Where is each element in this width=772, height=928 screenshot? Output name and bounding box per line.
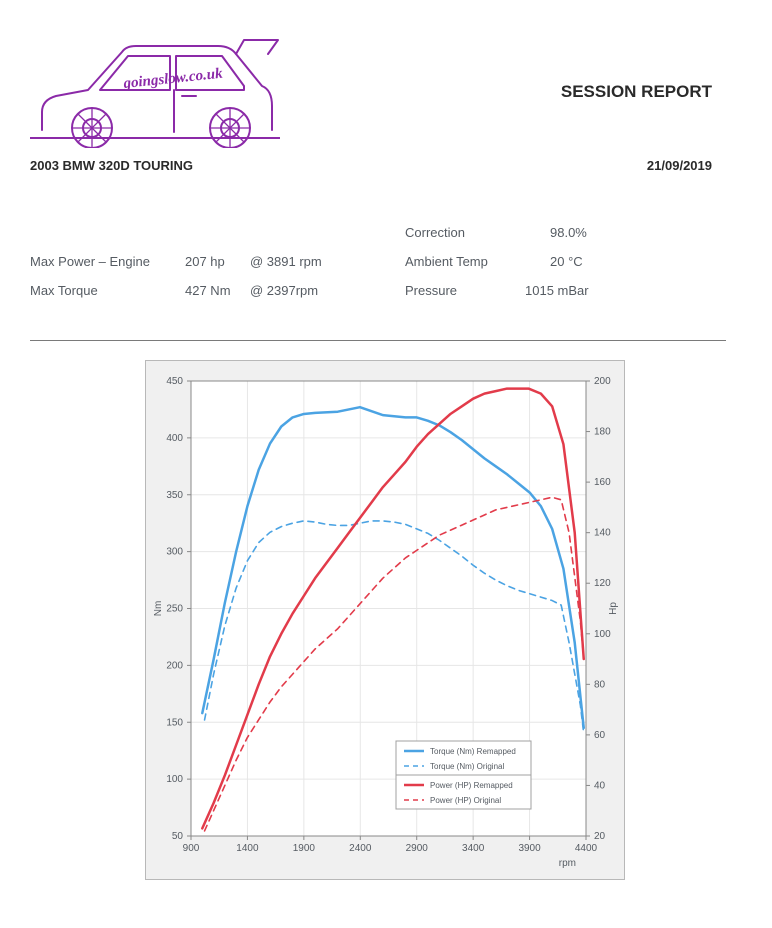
svg-text:350: 350: [166, 490, 183, 501]
ambient-value: 20 °C: [550, 254, 583, 269]
svg-text:400: 400: [166, 433, 183, 444]
session-date: 21/09/2019: [647, 158, 712, 173]
svg-text:60: 60: [594, 730, 606, 741]
svg-text:rpm: rpm: [559, 858, 576, 869]
svg-text:3900: 3900: [518, 843, 541, 854]
svg-text:2900: 2900: [406, 843, 429, 854]
svg-text:Power (HP) Original: Power (HP) Original: [430, 796, 501, 805]
svg-text:20: 20: [594, 831, 606, 842]
separator: [30, 340, 726, 341]
dyno-chart: 900 1400 1900 2400 2900 3400 3900 4400 50 100 150 2…: [145, 360, 625, 880]
pressure-label: Pressure: [405, 283, 525, 298]
vehicle-name: 2003 BMW 320D TOURING: [30, 158, 193, 173]
svg-text:Torque (Nm) Remapped: Torque (Nm) Remapped: [430, 747, 516, 756]
svg-text:180: 180: [594, 427, 611, 438]
svg-text:200: 200: [166, 660, 183, 671]
svg-text:Hp: Hp: [608, 602, 619, 615]
svg-text:Power (HP) Remapped: Power (HP) Remapped: [430, 781, 513, 790]
stats-block: Correction 98.0% Max Power – Engine 207 …: [30, 225, 742, 312]
correction-value: 98.0%: [550, 225, 587, 240]
svg-text:120: 120: [594, 578, 611, 589]
max-torque-rpm: @ 2397rpm: [250, 283, 405, 298]
svg-text:1400: 1400: [236, 843, 259, 854]
max-power-label: Max Power – Engine: [30, 254, 185, 269]
svg-text:40: 40: [594, 780, 606, 791]
max-torque-value: 427 Nm: [185, 283, 250, 298]
svg-text:3400: 3400: [462, 843, 485, 854]
ambient-label: Ambient Temp: [405, 254, 550, 269]
logo: goingslow.co.uk: [30, 30, 280, 153]
svg-text:140: 140: [594, 528, 611, 539]
svg-text:Torque (Nm) Original: Torque (Nm) Original: [430, 762, 504, 771]
svg-text:160: 160: [594, 477, 611, 488]
svg-text:1900: 1900: [293, 843, 316, 854]
svg-text:300: 300: [166, 547, 183, 558]
svg-text:2400: 2400: [349, 843, 372, 854]
max-power-value: 207 hp: [185, 254, 250, 269]
max-power-rpm: @ 3891 rpm: [250, 254, 405, 269]
svg-text:450: 450: [166, 376, 183, 387]
svg-text:100: 100: [594, 629, 611, 640]
svg-text:80: 80: [594, 679, 606, 690]
svg-text:50: 50: [172, 831, 184, 842]
logo-text: goingslow.co.uk: [122, 66, 224, 92]
svg-text:200: 200: [594, 376, 611, 387]
svg-text:900: 900: [183, 843, 200, 854]
svg-text:4400: 4400: [575, 843, 598, 854]
svg-text:100: 100: [166, 774, 183, 785]
chart-svg: 900 1400 1900 2400 2900 3400 3900 4400 50 100 150 2…: [146, 361, 624, 879]
report-title: SESSION REPORT: [561, 82, 712, 102]
max-torque-label: Max Torque: [30, 283, 185, 298]
svg-text:150: 150: [166, 717, 183, 728]
pressure-value: 1015 mBar: [525, 283, 589, 298]
svg-text:Nm: Nm: [153, 601, 164, 617]
header: goingslow.co.uk SESSION REPORT 2003 BMW …: [0, 0, 772, 180]
svg-text:250: 250: [166, 604, 183, 615]
correction-label: Correction: [405, 225, 550, 240]
